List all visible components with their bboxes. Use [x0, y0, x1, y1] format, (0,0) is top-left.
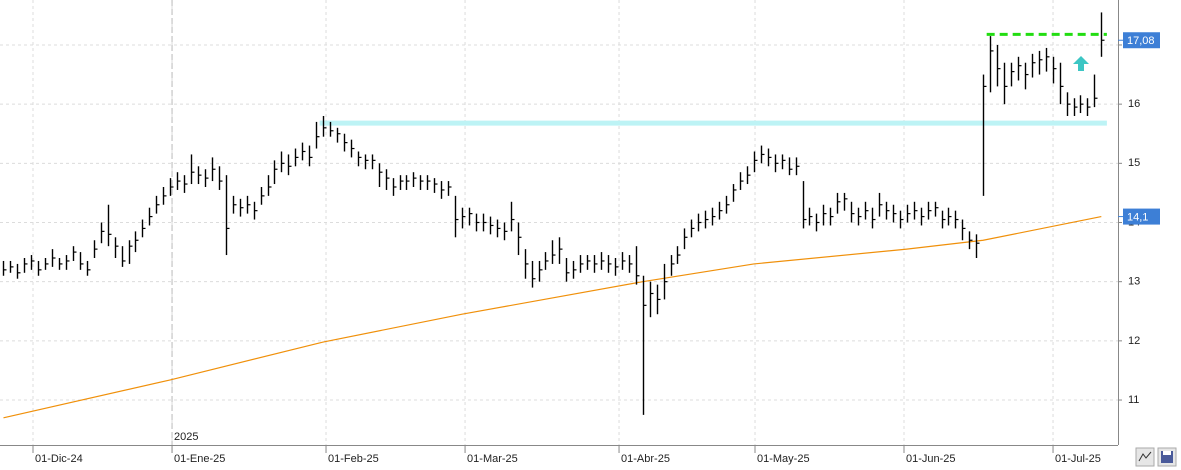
year-label: 2025	[174, 431, 198, 443]
y-tick-label: 16	[1128, 98, 1140, 110]
price-label: 14,1	[1127, 211, 1148, 223]
price-label: 17,08	[1127, 35, 1155, 47]
price-label-box	[1123, 32, 1160, 49]
x-tick-label: 01-Feb-25	[328, 453, 379, 465]
y-tick-label: 11	[1128, 394, 1139, 406]
save-icon-label	[1163, 451, 1171, 455]
x-tick-label: 01-Ene-25	[174, 453, 225, 465]
y-tick-label: 12	[1128, 335, 1140, 347]
y-tick-label: 13	[1128, 276, 1140, 288]
x-tick-label: 01-Mar-25	[467, 453, 518, 465]
x-tick-label: 01-May-25	[757, 453, 810, 465]
marks	[2, 12, 1107, 419]
x-tick-label: 01-Dic-24	[35, 453, 83, 465]
x-tick-label: 01-Jun-25	[906, 453, 956, 465]
zoom-icon	[1138, 451, 1152, 462]
x-tick-label: 01-Jul-25	[1055, 453, 1101, 465]
price-label-box	[1123, 208, 1160, 225]
grid	[0, 0, 1122, 453]
arrow-icon	[1073, 56, 1089, 71]
x-tick-label: 01-Abr-25	[621, 453, 670, 465]
moving-average	[3, 215, 1102, 419]
y-tick-label: 15	[1128, 157, 1140, 169]
